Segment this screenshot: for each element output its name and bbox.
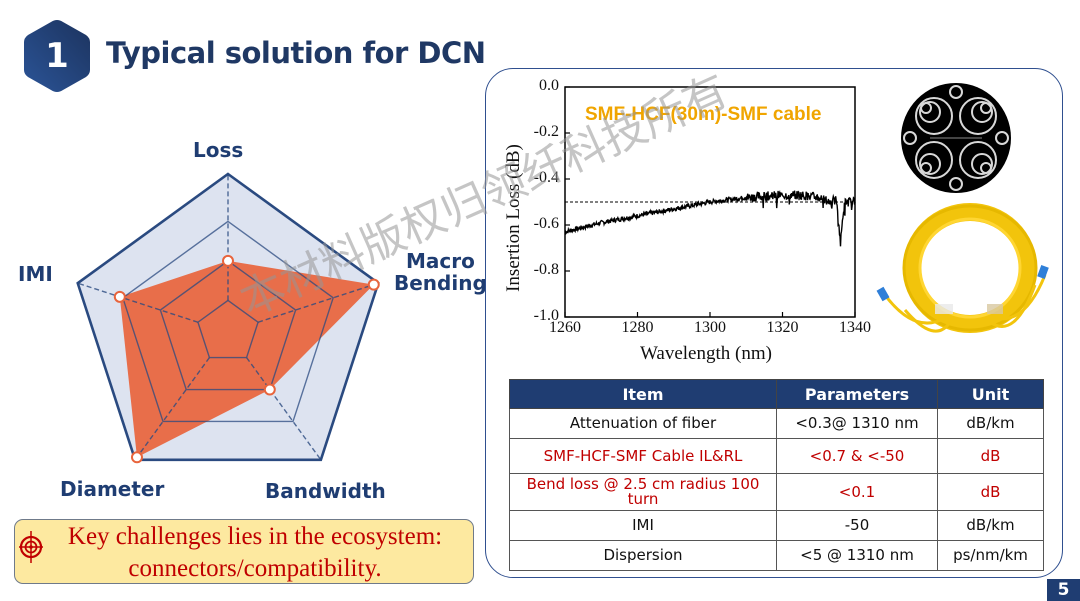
- fiber-cable-image: [876, 203, 1049, 333]
- specs-table: Item Parameters Unit Attenuation of fibe…: [509, 379, 1044, 571]
- cell-item: IMI: [509, 510, 777, 541]
- y-tick-label: 0.0: [539, 77, 559, 94]
- radar-label-imi: IMI: [18, 262, 53, 286]
- table-header-row: Item Parameters Unit: [509, 379, 1044, 409]
- section-number: 1: [45, 36, 69, 76]
- radar-point-diameter: [130, 451, 143, 464]
- cell-unit: dB: [937, 438, 1044, 474]
- y-tick-label: -1.0: [533, 307, 559, 324]
- y-tick-label: -0.2: [533, 123, 559, 140]
- radar-label-diameter: Diameter: [60, 477, 165, 501]
- y-tick-label: -0.8: [533, 261, 559, 278]
- radar-label-loss: Loss: [193, 138, 244, 162]
- cell-unit: dB: [937, 473, 1044, 511]
- radar-data-area: [119, 260, 374, 458]
- radar-ring: [121, 220, 335, 423]
- fiber-cross-section-image: [901, 83, 1011, 193]
- section-number-hexagon: [24, 20, 90, 92]
- cell-unit: dB/km: [937, 408, 1044, 439]
- header-unit: Unit: [937, 379, 1044, 409]
- cell-item: Dispersion: [509, 540, 777, 571]
- radar-label-bandwidth: Bandwidth: [265, 479, 386, 503]
- radar-spoke: [257, 282, 379, 323]
- insertion-loss-series: [564, 189, 856, 247]
- page-title: Typical solution for DCN: [106, 36, 486, 70]
- cell-param: <5 @ 1310 nm: [776, 540, 938, 571]
- radar-point-bandwidth: [263, 383, 276, 396]
- radar-point-macro-bending: [367, 278, 380, 291]
- radar-label-macro-line2: Bending: [394, 271, 487, 295]
- callout-line2: connectors/compatibility.: [128, 555, 382, 582]
- x-tick-label: 1260: [549, 319, 581, 336]
- table-row: Dispersion <5 @ 1310 nm ps/nm/km: [509, 540, 1044, 571]
- radar-label-macro-bending: Macro Bending: [394, 250, 487, 294]
- x-tick-label: 1320: [766, 319, 799, 336]
- x-axis-label: Wavelength (nm): [640, 343, 772, 364]
- x-tick-label: 1280: [621, 319, 654, 336]
- table-row: Bend loss @ 2.5 cm radius 100 turn <0.1 …: [509, 473, 1044, 511]
- cell-param: <0.7 & <-50: [776, 438, 938, 474]
- header-item: Item: [509, 379, 777, 409]
- radar-ring: [197, 299, 259, 359]
- header-parameters: Parameters: [776, 379, 938, 409]
- page-number: 5: [1047, 579, 1080, 601]
- cell-item: Bend loss @ 2.5 cm radius 100 turn: [509, 473, 777, 511]
- table-row: Attenuation of fiber <0.3@ 1310 nm dB/km: [509, 408, 1044, 439]
- insertion-loss-chart: [564, 86, 856, 318]
- radar-spoke: [246, 357, 322, 461]
- callout-line1: Key challenges lies in the ecosystem:: [67, 523, 443, 550]
- cell-unit: ps/nm/km: [937, 540, 1044, 571]
- radar-point-imi: [113, 290, 126, 303]
- callout-text: Key challenges lies in the ecosystem: co…: [40, 521, 470, 585]
- cell-unit: dB/km: [937, 510, 1044, 541]
- key-challenges-callout: [14, 519, 474, 584]
- y-axis-label: Insertion Loss (dB): [503, 144, 524, 292]
- radar-spoke: [134, 357, 210, 461]
- radar-ring: [76, 172, 380, 462]
- radar-spoke: [77, 282, 199, 323]
- x-tick-label: 1300: [694, 319, 726, 336]
- chart-title: SMF-HCF(30m)-SMF cable: [585, 104, 822, 125]
- cell-param: <0.3@ 1310 nm: [776, 408, 938, 439]
- cell-param: <0.1: [776, 473, 938, 511]
- table-row: SMF-HCF-SMF Cable IL&RL <0.7 & <-50 dB: [509, 438, 1044, 474]
- table-row: IMI -50 dB/km: [509, 510, 1044, 541]
- y-tick-label: -0.6: [533, 215, 559, 232]
- cell-item: Attenuation of fiber: [509, 408, 777, 439]
- cell-param: -50: [776, 510, 938, 541]
- radar-label-macro-line1: Macro: [405, 249, 475, 273]
- cell-item: SMF-HCF-SMF Cable IL&RL: [509, 438, 777, 474]
- radar-chart: [76, 172, 380, 464]
- radar-point-loss: [222, 254, 234, 267]
- y-tick-label: -0.4: [533, 169, 559, 186]
- x-tick-label: 1340: [839, 319, 871, 336]
- radar-ring: [159, 260, 297, 391]
- target-icon: [19, 531, 43, 563]
